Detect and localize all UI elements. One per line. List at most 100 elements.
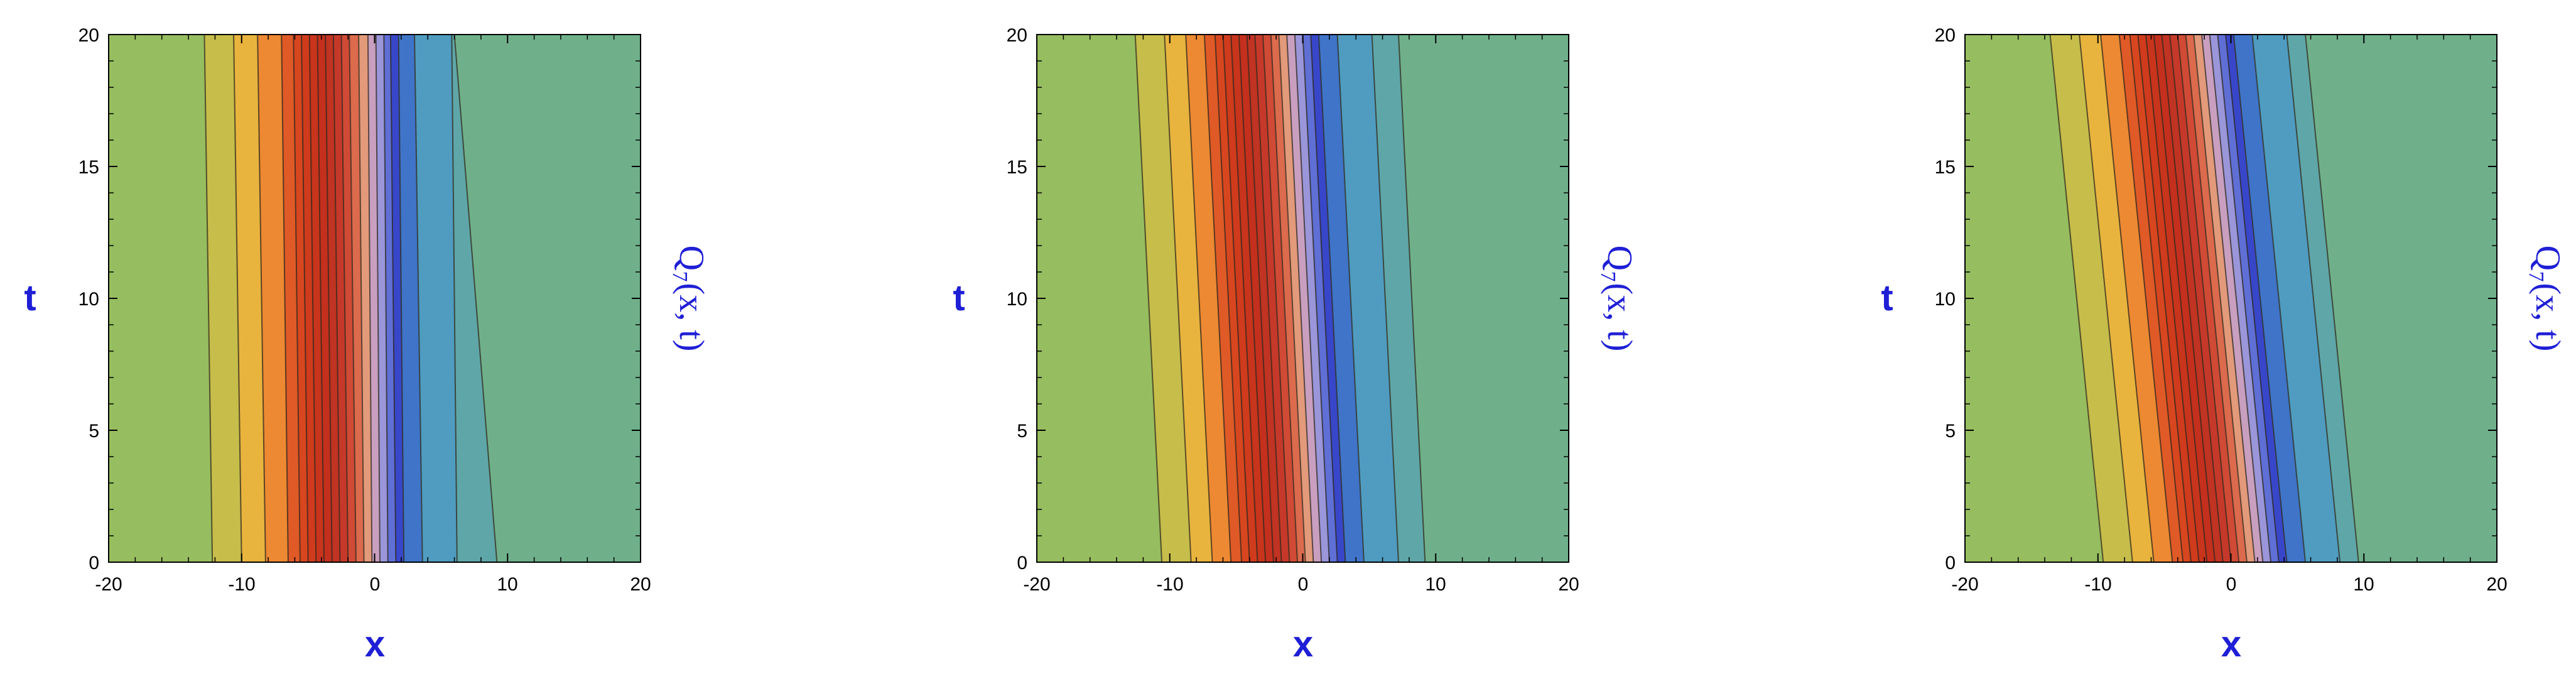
x-tick-label: 0 bbox=[2226, 574, 2237, 595]
tick-marks bbox=[108, 34, 641, 563]
tick-marks bbox=[1036, 34, 1569, 563]
colorbar-label: Q₇(x, t) bbox=[2528, 246, 2567, 352]
contour-line bbox=[2137, 35, 2192, 562]
x-tick-label: 10 bbox=[497, 574, 517, 595]
contour-line bbox=[1278, 35, 1306, 562]
x-axis-label: x bbox=[365, 624, 385, 665]
y-axis-label: t bbox=[953, 278, 965, 318]
x-tick-label: -20 bbox=[95, 574, 122, 595]
contour-line bbox=[233, 35, 242, 562]
contour-line bbox=[349, 35, 357, 562]
contour-line bbox=[367, 35, 373, 562]
contour-lines bbox=[1134, 35, 1426, 562]
x-tick-label: 0 bbox=[370, 574, 381, 595]
contour-line bbox=[2169, 35, 2224, 562]
x-axis-label: x bbox=[1293, 624, 1313, 665]
contour-line bbox=[1336, 35, 1365, 562]
contour-plot-2: -20 -10 0 10 20 0 5 10 15 20 x t Q₇(x, t… bbox=[953, 25, 1639, 665]
y-axis-label: t bbox=[24, 278, 36, 318]
colorbar-label: Q₇(x, t) bbox=[672, 246, 711, 352]
contour-line bbox=[389, 35, 397, 562]
contour-band bbox=[1965, 35, 2104, 562]
contour-line bbox=[1134, 35, 1163, 562]
contour-band bbox=[109, 35, 213, 562]
contour-line bbox=[2118, 35, 2173, 562]
contour-line bbox=[1238, 35, 1267, 562]
contour-plot-1: -20 -10 0 10 20 0 5 10 15 20 x t Q₇(x, t… bbox=[24, 25, 711, 665]
contour-plot-3: -20 -10 0 10 20 0 5 10 15 20 x t Q₇(x, t… bbox=[1881, 25, 2567, 665]
x-tick-label: -20 bbox=[1951, 574, 1978, 595]
y-tick-label: 15 bbox=[1935, 157, 1956, 178]
y-tick-label: 5 bbox=[89, 421, 99, 442]
contour-line bbox=[2079, 35, 2133, 562]
contour-line bbox=[453, 35, 498, 562]
contour-lines bbox=[203, 35, 498, 562]
contour-line bbox=[375, 35, 381, 562]
x-tick-label: 20 bbox=[630, 574, 651, 595]
contour-line bbox=[1262, 35, 1291, 562]
contour-line bbox=[1310, 35, 1338, 562]
contour-bands bbox=[109, 35, 641, 562]
x-tick-label: 20 bbox=[2486, 574, 2507, 595]
contour-line bbox=[257, 35, 266, 562]
contour-line bbox=[2185, 35, 2240, 562]
contour-line bbox=[2153, 35, 2208, 562]
y-tick-label: 0 bbox=[1017, 553, 1027, 573]
contour-line bbox=[2161, 35, 2216, 562]
x-tick-label: 10 bbox=[1425, 574, 1446, 595]
x-tick-label: -10 bbox=[2084, 574, 2111, 595]
x-tick-label: 20 bbox=[1558, 574, 1579, 595]
contour-lines bbox=[2049, 35, 2359, 562]
contour-line bbox=[301, 35, 309, 562]
y-tick-label: 20 bbox=[78, 25, 99, 46]
contour-line bbox=[340, 35, 349, 562]
x-tick-label: 10 bbox=[2353, 574, 2374, 595]
contour-line bbox=[203, 35, 214, 562]
contour-line bbox=[2049, 35, 2104, 562]
contour-line bbox=[2305, 35, 2359, 562]
contour-line bbox=[2099, 35, 2155, 562]
x-tick-label: -20 bbox=[1023, 574, 1050, 595]
contour-line bbox=[281, 35, 289, 562]
contour-line bbox=[317, 35, 325, 562]
contour-line bbox=[1302, 35, 1330, 562]
contour-line bbox=[2145, 35, 2200, 562]
contour-band bbox=[1037, 35, 1162, 562]
contour-line bbox=[1164, 35, 1192, 562]
y-tick-label: 0 bbox=[1945, 553, 1956, 573]
colorbar-label: Q₇(x, t) bbox=[1600, 246, 1639, 352]
y-tick-label: 5 bbox=[1017, 421, 1027, 442]
contour-line bbox=[1214, 35, 1243, 562]
contour-line bbox=[1397, 35, 1426, 562]
y-tick-label: 20 bbox=[1007, 25, 1027, 46]
y-axis-label: t bbox=[1881, 278, 1893, 318]
contour-bands bbox=[1037, 35, 1569, 562]
contour-line bbox=[1318, 35, 1346, 562]
y-tick-label: 15 bbox=[1007, 157, 1027, 178]
x-tick-label: -10 bbox=[228, 574, 255, 595]
contour-line bbox=[1371, 35, 1399, 562]
contour-line bbox=[2193, 35, 2248, 562]
contour-line bbox=[1286, 35, 1314, 562]
contour-line bbox=[325, 35, 333, 562]
y-tick-label: 20 bbox=[1935, 25, 1956, 46]
y-tick-label: 10 bbox=[1007, 289, 1027, 310]
x-tick-label: -10 bbox=[1156, 574, 1183, 595]
contour-line bbox=[398, 35, 405, 562]
contour-line bbox=[2251, 35, 2307, 562]
x-tick-label: 0 bbox=[1298, 574, 1309, 595]
contour-line bbox=[383, 35, 389, 562]
contour-line bbox=[2217, 35, 2272, 562]
contour-line bbox=[2200, 35, 2256, 562]
contour-line bbox=[451, 35, 458, 562]
contour-line bbox=[1203, 35, 1232, 562]
contour-line bbox=[1230, 35, 1258, 562]
y-tick-label: 15 bbox=[78, 157, 99, 178]
contour-line bbox=[2232, 35, 2288, 562]
contour-line bbox=[2209, 35, 2264, 562]
contour-line bbox=[332, 35, 341, 562]
y-tick-label: 5 bbox=[1945, 421, 1956, 442]
contour-line bbox=[1254, 35, 1282, 562]
y-tick-label: 0 bbox=[89, 553, 99, 573]
